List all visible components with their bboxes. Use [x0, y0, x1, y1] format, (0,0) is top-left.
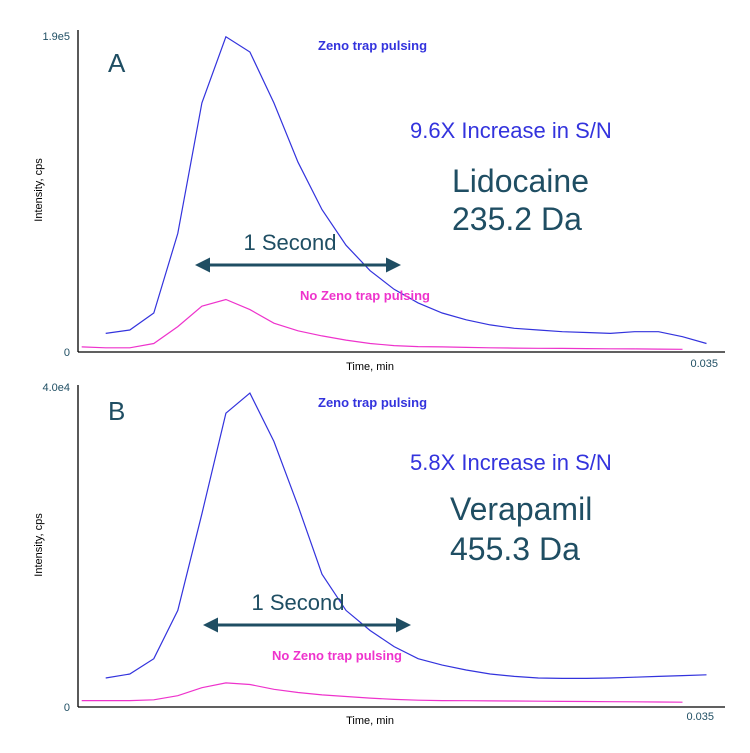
panel-b-zeno-series-label: Zeno trap pulsing	[318, 395, 427, 410]
panel-b-fwhm-label: 1 Second	[252, 590, 345, 615]
panel-b-y-axis-label: Intensity, cps	[33, 513, 45, 577]
panel-a-x-axis-label: Time, min	[346, 361, 394, 373]
panel-a-nozeno-series-label: No Zeno trap pulsing	[300, 288, 430, 303]
panel-a-x-max-label: 0.035	[690, 358, 718, 370]
panel-b-label: B	[108, 396, 125, 426]
panel-b-zeno-series-line	[105, 392, 707, 679]
panel-a-zeno-series-line	[105, 35, 707, 345]
panel-a: 1.9e5 0 0.035 Time, min Intensity, cps A…	[33, 30, 725, 373]
panel-a-fwhm-label: 1 Second	[244, 230, 337, 255]
panel-b-y-min-label: 0	[64, 702, 70, 714]
panel-a-nozeno-series-line	[81, 298, 683, 350]
panel-b-compound-name: Verapamil	[450, 491, 592, 527]
panel-b-increase-annotation: 5.8X Increase in S/N	[410, 450, 612, 475]
panel-a-increase-annotation: 9.6X Increase in S/N	[410, 118, 612, 143]
panel-a-y-min-label: 0	[64, 347, 70, 359]
panel-b-y-max-label: 4.0e4	[42, 382, 70, 394]
panel-a-label: A	[108, 48, 126, 78]
panel-a-compound-name: Lidocaine	[452, 163, 589, 199]
panel-b-x-axis-label: Time, min	[346, 715, 394, 727]
panel-b-nozeno-series-label: No Zeno trap pulsing	[272, 648, 402, 663]
panel-a-zeno-series-label: Zeno trap pulsing	[318, 38, 427, 53]
panel-b-x-max-label: 0.035	[686, 711, 714, 723]
panel-b-compound-mass: 455.3 Da	[450, 531, 580, 567]
panel-a-compound-mass: 235.2 Da	[452, 201, 582, 237]
panel-b-nozeno-series-line	[81, 682, 683, 703]
panel-a-y-max-label: 1.9e5	[42, 31, 70, 43]
panel-b: 4.0e4 0 0.035 Time, min Intensity, cps B…	[33, 382, 725, 727]
panel-a-y-axis-label: Intensity, cps	[33, 158, 45, 222]
